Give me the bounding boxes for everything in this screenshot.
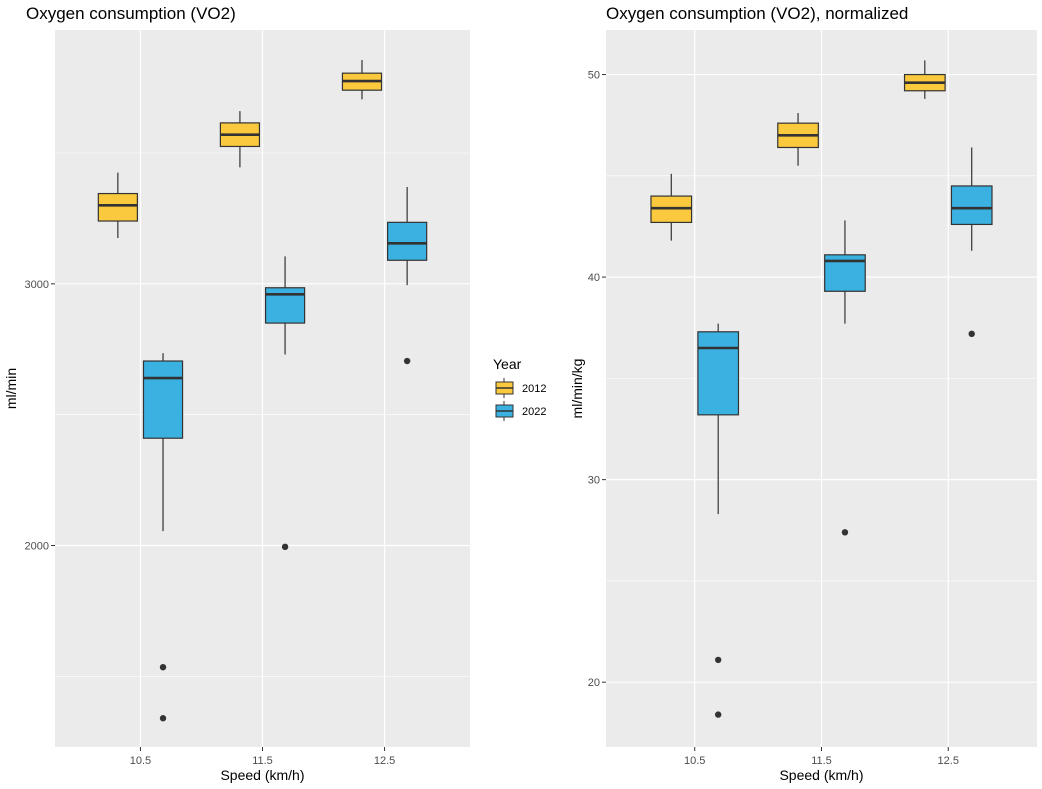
y-tick-label: 50 xyxy=(588,70,600,82)
outlier-point xyxy=(159,715,167,722)
box-2022-12.5 xyxy=(950,147,993,338)
x-tick-label: 11.5 xyxy=(811,755,832,767)
x-tick-label: 12.5 xyxy=(374,755,395,767)
chart-panel-2: 20 30 40 50 10.5 11.5 12.5 Oxygen consumption (… xyxy=(569,4,1037,783)
box-2022-11.5 xyxy=(264,256,306,551)
box-2022-12.5 xyxy=(387,187,428,365)
box-2022-10.5 xyxy=(142,353,184,722)
box-2012-12.5 xyxy=(903,60,946,99)
legend-label: 2012 xyxy=(522,383,546,395)
box-2012-12.5 xyxy=(341,60,383,100)
outlier-point xyxy=(281,543,289,551)
box-2022-11.5 xyxy=(824,220,866,536)
box-2012-10.5 xyxy=(97,172,138,239)
y-tick-label: 3000 xyxy=(25,279,49,291)
y-axis-title: ml/min/kg xyxy=(569,359,585,419)
box-2012-11.5 xyxy=(777,113,819,166)
outlier-point xyxy=(968,330,975,338)
outlier-point xyxy=(403,357,411,365)
box-body xyxy=(387,221,428,261)
y-tick-label: 40 xyxy=(588,272,600,284)
x-tick-label: 10.5 xyxy=(684,755,705,767)
y-tick-label: 30 xyxy=(588,475,600,487)
x-axis-title: Speed (km/h) xyxy=(220,767,304,783)
box-2012-10.5 xyxy=(650,173,693,241)
x-tick-label: 12.5 xyxy=(938,755,959,767)
legend-title: Year xyxy=(493,356,522,372)
y-tick-label: 20 xyxy=(588,677,600,689)
x-axis-title: Speed (km/h) xyxy=(779,767,863,783)
outlier-point xyxy=(159,663,167,671)
chart-title: Oxygen consumption (VO2), normalized xyxy=(606,4,908,23)
y-axis-title: ml/min xyxy=(3,368,19,409)
box-2022-10.5 xyxy=(697,323,740,718)
x-tick-label: 11.5 xyxy=(252,755,273,767)
outlier-point xyxy=(714,711,722,718)
legend-key-2022 xyxy=(495,401,514,421)
chart-panel-1: 2000 3000 10.5 11.5 12.5 Oxygen consumption (… xyxy=(3,4,470,783)
box-body xyxy=(697,331,740,416)
outlier-point xyxy=(841,529,849,536)
box-body xyxy=(97,192,138,222)
y-tick-label: 2000 xyxy=(25,541,49,553)
legend-key-2012 xyxy=(495,378,514,398)
legend-label: 2022 xyxy=(522,406,546,418)
box-body xyxy=(142,360,184,439)
chart-title: Oxygen consumption (VO2) xyxy=(26,4,236,23)
x-tick-label: 10.5 xyxy=(130,755,151,767)
box-2012-11.5 xyxy=(219,111,261,168)
outlier-point xyxy=(714,656,722,664)
box-body xyxy=(950,185,993,226)
